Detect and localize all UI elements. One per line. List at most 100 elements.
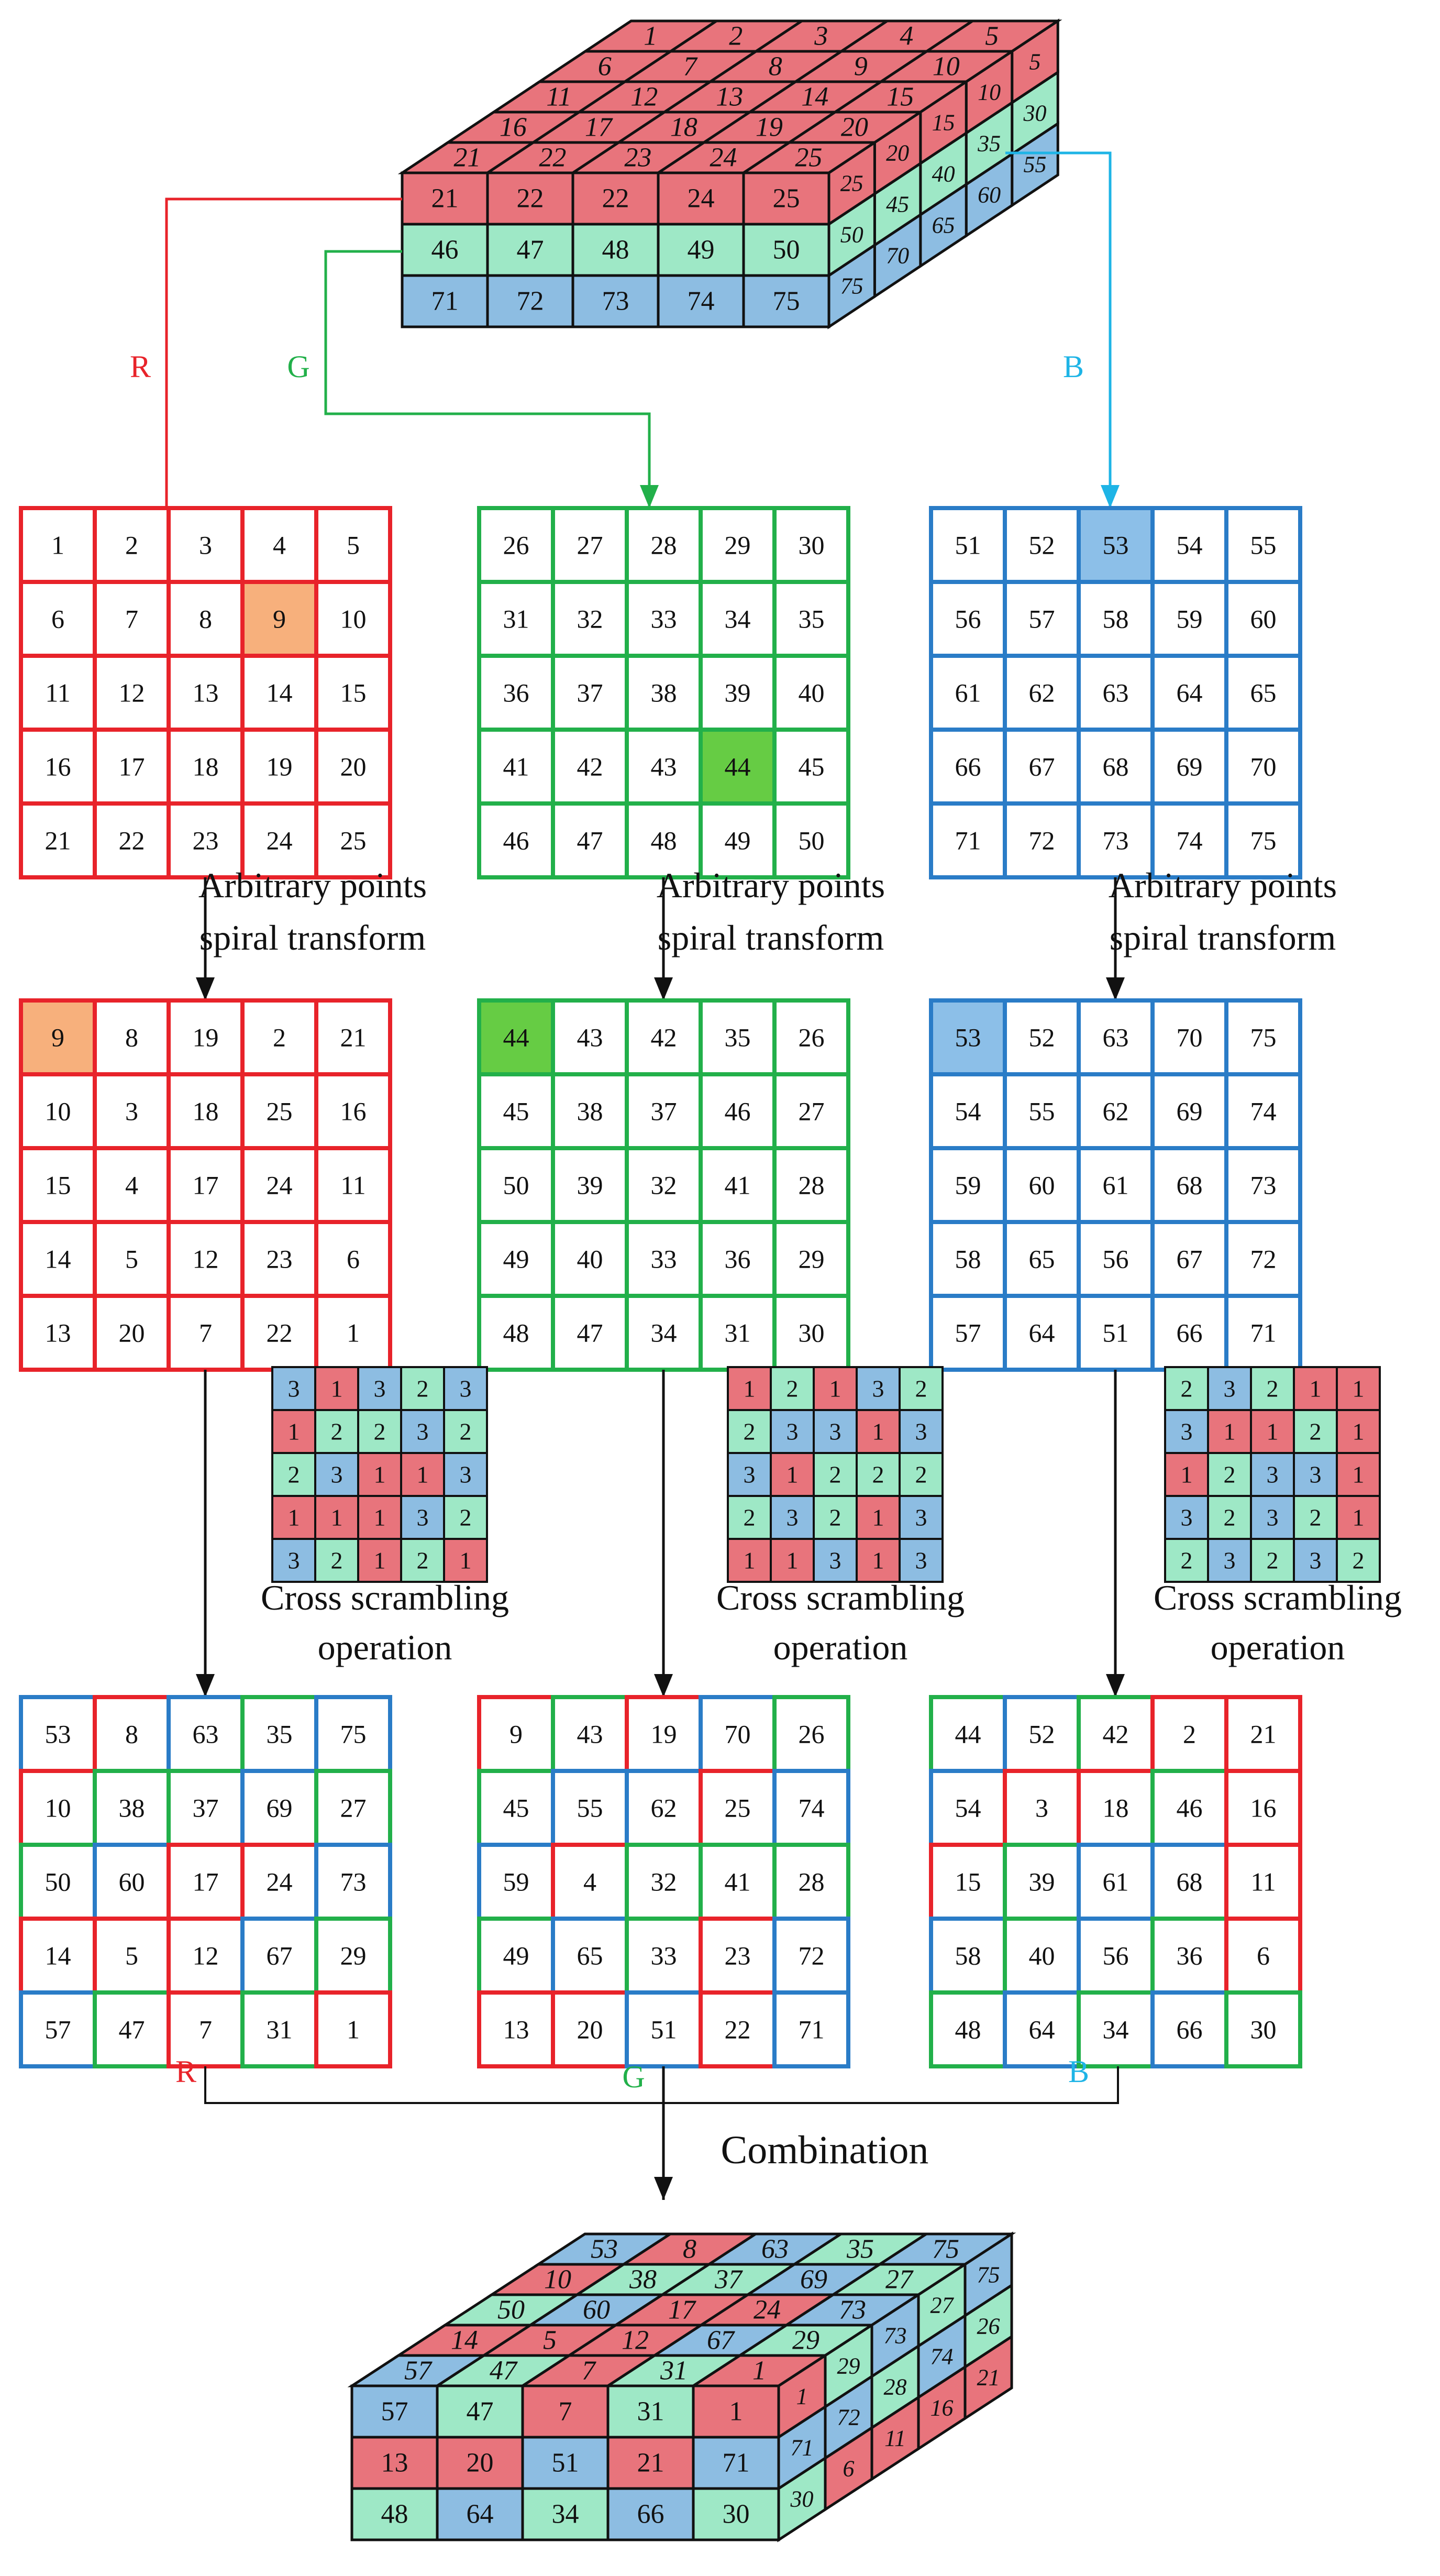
top-cube-front-value: 71: [431, 287, 459, 316]
key-grid-1-value: 3: [829, 1547, 841, 1574]
key-grid-1-value: 2: [915, 1375, 927, 1402]
scrambled-grid-0-value: 63: [193, 1720, 219, 1749]
key-grid-0-cell: [443, 1495, 488, 1540]
top-cube-top-value: 19: [756, 113, 783, 142]
spiral-grid-0-value: 18: [193, 1097, 219, 1126]
spiral-grid-2-value: 62: [1103, 1097, 1129, 1126]
key-grid-0-value: 1: [331, 1504, 343, 1531]
spiral-grid-1-value: 49: [503, 1245, 529, 1274]
key-grid-0-value: 2: [417, 1547, 429, 1574]
key-grid-0-cell: [443, 1452, 488, 1497]
key-grid-0-cell: [314, 1409, 359, 1454]
combination-bracket: [204, 2066, 1119, 2104]
input-grid-r-value: 10: [340, 604, 367, 634]
input-grid-g-value: 47: [577, 826, 603, 855]
input-grid-g-cell: [772, 654, 850, 732]
top-cube-top-value: 16: [500, 113, 527, 142]
spiral-grid-2-value: 70: [1177, 1023, 1203, 1052]
top-cube-front-value: 75: [773, 287, 800, 316]
bottom-cube-front-value: 64: [467, 2500, 494, 2529]
scrambled-grid-1-value: 22: [725, 2015, 751, 2044]
input-grid-r-value: 1: [51, 531, 64, 560]
spiral-grid-2-value: 74: [1250, 1097, 1277, 1126]
spiral-grid-2-cell: [1003, 1220, 1081, 1298]
spiral-grid-2-value: 64: [1029, 1318, 1055, 1348]
spiral-grid-1-cell: [551, 998, 629, 1076]
key-grid-0-value: 3: [288, 1547, 300, 1574]
spiral-grid-0-value: 4: [125, 1171, 138, 1200]
spiral-grid-2-value: 66: [1177, 1318, 1203, 1348]
combo-g-label: G: [622, 2060, 645, 2094]
spiral-grid-0-value: 16: [340, 1097, 367, 1126]
scrambled-grid-0-value: 53: [45, 1720, 71, 1749]
top-cube-top-value: 20: [841, 113, 868, 142]
bottom-cube-side-value: 72: [837, 2405, 860, 2430]
spiral-grid-0-value: 23: [267, 1245, 293, 1274]
bottom-cube-top-value: 10: [544, 2265, 571, 2295]
scrambled-grid-1-cell: [477, 1917, 555, 1995]
bottom-cube-front-value: 51: [552, 2448, 579, 2478]
scrambled-grid-0-cell: [19, 1917, 97, 1995]
spiral-grid-2-value: 53: [955, 1023, 981, 1052]
key-grid-1-value: 3: [915, 1418, 927, 1445]
input-grid-r-value: 17: [119, 752, 145, 781]
scrambled-grid-0-cell: [314, 1843, 392, 1921]
key-grid-0-value: 1: [460, 1547, 472, 1574]
input-grid-b-cell: [929, 728, 1007, 806]
bottom-cube-front-value: 66: [637, 2500, 664, 2529]
top-cube-top-value: 12: [630, 82, 658, 112]
input-grid-b-value: 57: [1029, 604, 1055, 634]
key-grid-1-value: 3: [915, 1504, 927, 1531]
key-grid-0-cell: [443, 1409, 488, 1454]
scrambled-grid-2-cell: [929, 1769, 1007, 1847]
scrambled-grid-0-value: 35: [267, 1720, 293, 1749]
input-grid-b-value: 53: [1103, 531, 1129, 560]
combination-label: Combination: [721, 2128, 929, 2172]
cross-label-line2: operation: [318, 1627, 452, 1667]
key-grid-1-value: 2: [915, 1461, 927, 1488]
bottom-cube-side-value: 75: [977, 2262, 1000, 2288]
bottom-cube-side-value: 30: [790, 2486, 814, 2512]
top-cube-side-value: 70: [886, 243, 909, 269]
key-grid-1-value: 1: [787, 1547, 799, 1574]
scrambled-grid-1-cell: [772, 1769, 850, 1847]
scramble-arrow-1-arrowhead: [654, 1674, 673, 1697]
scrambled-grid-0-value: 10: [45, 1793, 71, 1823]
spiral-grid-2-value: 75: [1250, 1023, 1277, 1052]
input-grid-g-value: 33: [651, 604, 677, 634]
input-grid-b-cell: [1224, 506, 1302, 584]
input-grid-r-cell: [314, 801, 392, 879]
input-grid-r-value: 21: [45, 826, 71, 855]
scramble-arrow-2-arrowhead: [1106, 1674, 1125, 1697]
scrambled-grid-1-value: 9: [509, 1720, 523, 1749]
scrambled-grid-0-cell: [314, 1769, 392, 1847]
spiral-grid-1-cell: [625, 1294, 703, 1372]
scrambled-grid-2-value: 36: [1177, 1941, 1203, 1970]
spiral-grid-0-value: 6: [347, 1245, 360, 1274]
bottom-cube-front-value: 30: [723, 2500, 750, 2529]
cross-label-line2: operation: [773, 1627, 908, 1667]
top-cube-front-cell: [657, 171, 745, 226]
spiral-grid-0-value: 24: [267, 1171, 293, 1200]
spiral-grid-2-value: 63: [1103, 1023, 1129, 1052]
top-cube-front-value: 72: [517, 287, 544, 316]
input-grid-b-value: 55: [1250, 531, 1277, 560]
scrambled-grid-2-value: 68: [1177, 1867, 1203, 1897]
bottom-cube-front-cell: [692, 2487, 780, 2541]
scrambled-grid-2-value: 39: [1029, 1867, 1055, 1897]
spiral-grid-0-cell: [167, 1220, 245, 1298]
input-grid-g-value: 46: [503, 826, 529, 855]
input-grid-g-cell: [477, 801, 555, 879]
scrambled-grid-1-cell: [699, 1990, 777, 2068]
scrambled-grid-0-value: 37: [193, 1793, 219, 1823]
scrambled-grid-2-value: 18: [1103, 1793, 1129, 1823]
top-cube-top-value: 2: [729, 21, 743, 51]
key-grid-2-cell: [1293, 1538, 1338, 1583]
bottom-cube-side-value: 27: [931, 2293, 955, 2318]
bottom-cube-top-value: 47: [490, 2356, 518, 2386]
input-grid-b-value: 71: [955, 826, 981, 855]
spiral-label-line1: Arbitrary points: [198, 865, 427, 905]
scrambled-grid-2-cell: [1224, 1769, 1302, 1847]
input-grid-r-value: 2: [125, 531, 138, 560]
